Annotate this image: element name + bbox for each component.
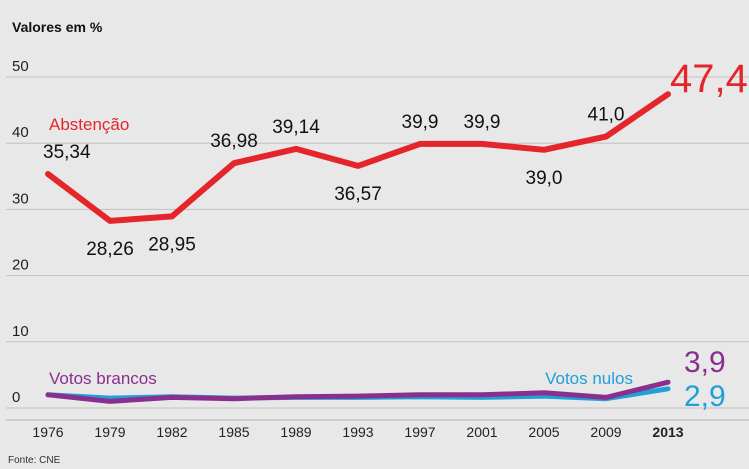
y-tick-labels: 0 10 20 30 40 50 [12,58,29,406]
x-tick-label: 2013 [652,424,683,440]
x-tick-label: 1993 [342,424,373,440]
source-note: Fonte: CNE [8,455,61,466]
data-label: 39,14 [272,117,320,138]
x-tick-label: 2001 [466,424,497,440]
data-label: 36,57 [334,184,382,205]
end-value-label: 47,4 [670,57,748,101]
y-tick-label: 0 [12,389,20,406]
data-label: 39,9 [402,112,439,133]
series-name-abstencao: Abstenção [49,115,129,134]
data-label: 41,0 [588,105,625,126]
series-lines [45,91,671,404]
data-labels: 35,34 28,26 28,95 36,98 39,14 36,57 39,9 39,9 39… [43,57,748,413]
data-label: 28,26 [86,239,134,260]
data-label: 39,0 [526,168,563,189]
x-tick-label: 2009 [590,424,621,440]
series-line-0 [45,91,671,224]
y-tick-label: 30 [12,190,29,207]
series-name-nulos: Votos nulos [545,369,633,388]
x-tick-label: 1985 [218,424,249,440]
y-tick-label: 10 [12,323,29,340]
data-label: 28,95 [148,234,196,255]
x-tick-label: 2005 [528,424,559,440]
data-label: 39,9 [464,112,501,133]
data-label: 35,34 [43,142,91,163]
y-tick-label: 40 [12,124,29,141]
x-tick-label: 1979 [94,424,125,440]
end-value-label: 3,9 [684,346,726,379]
y-axis-label: Valores em % [12,19,103,35]
y-tick-label: 50 [12,58,29,75]
series-name-brancos: Votos brancos [49,369,157,388]
x-tick-label: 1997 [404,424,435,440]
y-tick-label: 20 [12,257,29,274]
end-value-label: 2,9 [684,380,726,413]
x-tick-labels: 1976 1979 1982 1985 1989 1993 1997 2001 2005 2009… [32,424,683,440]
gridlines [6,76,749,421]
x-tick-label: 1976 [32,424,63,440]
x-tick-label: 1989 [280,424,311,440]
series-line-2 [45,379,671,404]
data-label: 36,98 [210,131,258,152]
x-tick-label: 1982 [156,424,187,440]
